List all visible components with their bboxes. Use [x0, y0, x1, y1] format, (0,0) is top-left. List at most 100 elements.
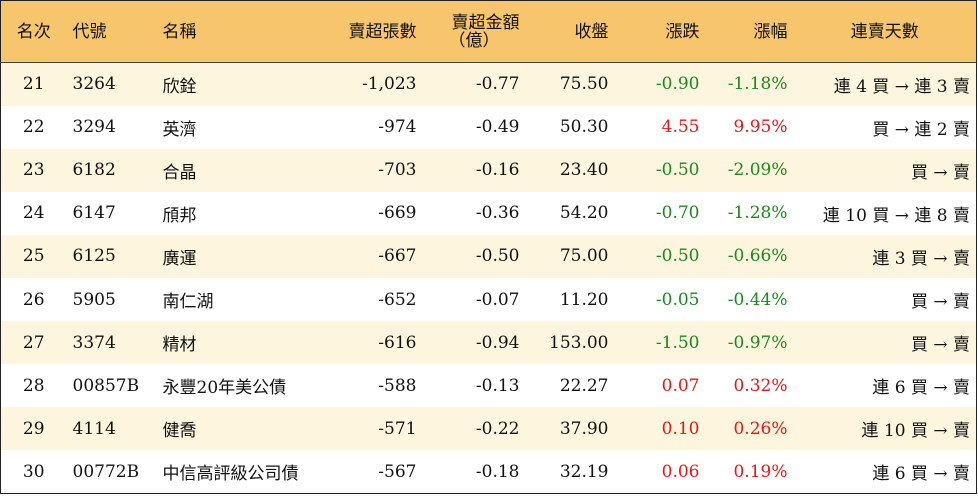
table-row: 23 6182 合晶 -703 -0.16 23.40 -0.50 -2.09% 買 → 賣: [0, 148, 977, 192]
header-streak: 連賣天數: [793, 0, 977, 63]
table-row: 24 6147 頎邦 -669 -0.36 54.20 -0.70 -1.28% 連 10 買 …: [0, 191, 977, 235]
net-sell-shares-cell: -588: [378, 375, 417, 396]
change-pct-cell: 0.19%: [733, 461, 788, 482]
change-cell: -0.50: [655, 160, 700, 181]
change-pct-cell: -0.97%: [727, 332, 788, 353]
name-cell: 精材: [162, 335, 197, 356]
header-net-sell-amount-line2: （億）: [448, 30, 500, 51]
close-price-cell: 50.30: [559, 117, 609, 138]
table-row: 29 4114 健喬 -571 -0.22 37.90 0.10 0.26% 連 10 買 → …: [0, 407, 977, 451]
rank-cell: 29: [22, 418, 45, 439]
streak-cell: 連 6 買 → 賣: [872, 464, 970, 485]
header-change-pct: 漲幅: [705, 0, 794, 63]
net-sell-amount-cell: -0.22: [475, 418, 520, 439]
table-header-row: 名次 代號 名稱 賣超張數 賣超金額 （億） 收盤 漲跌 漲幅 連賣天數: [0, 0, 977, 63]
table-row: 21 3264 欣銓 -1,023 -0.77 75.50 -0.90 -1.18% 連 4 買…: [0, 62, 977, 106]
name-cell: 南仁湖: [162, 292, 214, 313]
net-sell-shares-cell: -703: [378, 160, 417, 181]
code-cell: 6182: [72, 160, 116, 181]
close-price-cell: 23.40: [559, 160, 609, 181]
change-pct-cell: -2.09%: [727, 160, 788, 181]
name-cell: 廣運: [162, 248, 197, 269]
name-cell: 永豐20年美公債: [162, 378, 287, 399]
streak-cell: 連 10 買 → 賣: [861, 421, 971, 442]
change-cell: -0.90: [655, 74, 700, 95]
close-price-cell: 22.27: [559, 375, 609, 396]
change-cell: -0.05: [655, 289, 700, 310]
change-cell: 4.55: [661, 117, 700, 138]
change-pct-cell: -1.18%: [727, 74, 788, 95]
change-cell: 0.07: [661, 375, 700, 396]
net-sell-shares-cell: -571: [378, 418, 417, 439]
close-price-cell: 75.50: [559, 74, 609, 95]
header-net-sell-amount-line1: 賣超金額: [451, 12, 520, 33]
rank-cell: 28: [22, 375, 45, 396]
streak-cell: 連 4 買 → 連 3 賣: [833, 76, 970, 97]
change-pct-cell: -0.44%: [727, 289, 788, 310]
rank-cell: 21: [22, 74, 45, 95]
net-sell-shares-cell: -974: [378, 117, 417, 138]
net-sell-amount-cell: -0.36: [475, 203, 520, 224]
close-price-cell: 11.20: [559, 289, 609, 310]
table-row: 28 00857B 永豐20年美公債 -588 -0.13 22.27 0.07 0.32% 連…: [0, 364, 977, 408]
close-price-cell: 37.90: [559, 418, 609, 439]
net-sell-shares-cell: -616: [378, 332, 417, 353]
change-pct-cell: 0.26%: [733, 418, 788, 439]
change-pct-cell: 0.32%: [733, 375, 788, 396]
net-sell-shares-cell: -667: [378, 246, 417, 267]
table-row: 22 3294 英濟 -974 -0.49 50.30 4.55 9.95% 買 → 連 2 賣: [0, 105, 977, 149]
change-pct-cell: 9.95%: [733, 117, 788, 138]
rank-cell: 23: [22, 160, 45, 181]
code-cell: 00772B: [72, 461, 140, 482]
header-net-sell-shares: 賣超張數: [316, 0, 423, 63]
header-name: 名稱: [148, 0, 317, 63]
net-sell-amount-cell: -0.16: [475, 160, 520, 181]
rank-cell: 24: [22, 203, 45, 224]
name-cell: 欣銓: [162, 76, 197, 97]
close-price-cell: 32.19: [559, 461, 609, 482]
net-sell-shares-cell: -1,023: [362, 74, 417, 95]
header-rank: 名次: [0, 0, 67, 63]
rank-cell: 26: [22, 289, 45, 310]
code-cell: 6125: [72, 246, 116, 267]
streak-cell: 買 → 賣: [910, 292, 970, 313]
change-pct-cell: -0.66%: [727, 246, 788, 267]
change-cell: -0.70: [655, 203, 700, 224]
header-net-sell-amount: 賣超金額 （億）: [422, 0, 526, 63]
streak-cell: 買 → 連 2 賣: [872, 119, 970, 140]
rank-cell: 25: [22, 246, 45, 267]
rank-cell: 30: [22, 461, 45, 482]
header-code: 代號: [66, 0, 149, 63]
code-cell: 3264: [72, 74, 116, 95]
header-close: 收盤: [525, 0, 615, 63]
name-cell: 健喬: [162, 421, 197, 442]
code-cell: 00857B: [72, 375, 140, 396]
streak-cell: 連 3 買 → 賣: [872, 248, 970, 269]
net-sell-amount-cell: -0.94: [475, 332, 520, 353]
change-pct-cell: -1.28%: [727, 203, 788, 224]
change-cell: 0.10: [661, 418, 700, 439]
code-cell: 4114: [72, 418, 116, 439]
close-price-cell: 54.20: [559, 203, 609, 224]
code-cell: 3294: [72, 117, 116, 138]
streak-cell: 連 10 買 → 連 8 賣: [822, 205, 970, 226]
net-sell-amount-cell: -0.49: [475, 117, 520, 138]
change-cell: 0.06: [661, 461, 700, 482]
streak-cell: 連 6 買 → 賣: [872, 378, 970, 399]
code-cell: 6147: [72, 203, 116, 224]
table-body: 21 3264 欣銓 -1,023 -0.77 75.50 -0.90 -1.18% 連 4 買…: [0, 62, 977, 494]
close-price-cell: 75.00: [559, 246, 609, 267]
close-price-cell: 153.00: [549, 332, 609, 353]
code-cell: 3374: [72, 332, 116, 353]
net-sell-amount-cell: -0.07: [475, 289, 520, 310]
rank-cell: 27: [22, 332, 45, 353]
net-sell-shares-cell: -567: [378, 461, 417, 482]
net-sell-shares-cell: -652: [378, 289, 417, 310]
streak-cell: 買 → 賣: [910, 162, 970, 183]
change-cell: -1.50: [655, 332, 700, 353]
name-cell: 頎邦: [162, 205, 197, 226]
streak-cell: 買 → 賣: [910, 335, 970, 356]
net-sell-amount-cell: -0.18: [475, 461, 520, 482]
table-row: 25 6125 廣運 -667 -0.50 75.00 -0.50 -0.66% 連 3 買 →…: [0, 234, 977, 278]
